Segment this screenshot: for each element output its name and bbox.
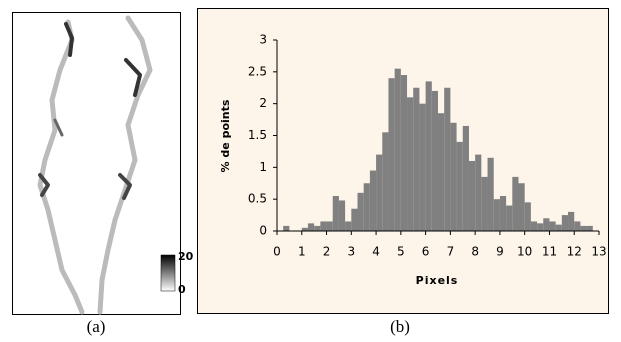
bar (426, 81, 432, 231)
bar (358, 193, 364, 231)
bar (587, 226, 593, 231)
bar (320, 221, 326, 231)
y-tick-label: 3 (259, 33, 267, 47)
bar (475, 155, 481, 231)
bar (333, 196, 339, 231)
x-tick-label: 12 (567, 245, 582, 259)
bar (488, 158, 494, 231)
bar (549, 221, 555, 231)
bar (543, 218, 549, 231)
colorbar-min: 0 (178, 283, 186, 296)
colorbar-max: 20 (178, 250, 194, 263)
bar (463, 126, 469, 231)
y-tick-label: 2 (259, 96, 267, 110)
x-tick-label: 2 (323, 245, 331, 259)
x-tick-label: 7 (447, 245, 455, 259)
bar (438, 113, 444, 231)
bar (283, 226, 289, 231)
bar (413, 88, 419, 231)
bar (525, 202, 531, 231)
bar (562, 215, 568, 231)
x-tick-label: 5 (397, 245, 405, 259)
colorbar (161, 255, 175, 291)
bar (370, 171, 376, 231)
x-tick-label: 3 (347, 245, 355, 259)
bar (580, 226, 586, 231)
bar (314, 226, 320, 231)
bar (531, 221, 537, 231)
bar (432, 91, 438, 231)
bar (506, 206, 512, 231)
y-tick-label: 2.5 (248, 64, 267, 78)
panel-a-frame (13, 13, 181, 315)
x-axis-label: Pixels (416, 274, 459, 287)
page: 20 0 (a) (b) Pixels % de points 00.511.5… (0, 0, 621, 342)
bar (568, 212, 574, 231)
x-tick-label: 4 (372, 245, 380, 259)
bar (519, 183, 525, 231)
bar (345, 221, 351, 231)
bar (469, 161, 475, 231)
bar (419, 104, 425, 231)
bar (401, 75, 407, 231)
x-tick-label: 13 (591, 245, 606, 259)
bar (574, 221, 580, 231)
x-tick-label: 10 (517, 245, 532, 259)
bar (376, 155, 382, 231)
bar (407, 97, 413, 231)
bar (512, 177, 518, 231)
bar (537, 223, 543, 231)
caption-a: (a) (87, 317, 106, 336)
bar (388, 78, 394, 231)
bar (339, 200, 345, 231)
bar (500, 196, 506, 231)
x-tick-label: 6 (422, 245, 430, 259)
bar (444, 88, 450, 231)
x-tick-label: 1 (298, 245, 306, 259)
bar (556, 225, 562, 231)
x-tick-label: 8 (471, 245, 479, 259)
y-tick-label: 1 (259, 160, 267, 174)
y-tick-label: 1.5 (248, 128, 267, 142)
x-tick-label: 0 (273, 245, 281, 259)
bar (481, 177, 487, 231)
y-tick-label: 0.5 (248, 192, 267, 206)
bar (327, 221, 333, 231)
bar (450, 123, 456, 231)
y-tick-label: 0 (259, 224, 267, 238)
caption-b: (b) (390, 317, 410, 336)
x-tick-label: 9 (496, 245, 504, 259)
bar (457, 142, 463, 231)
bar (494, 199, 500, 231)
bar (395, 69, 401, 231)
bar (351, 209, 357, 231)
y-axis-label: % de points (219, 99, 232, 172)
bar (364, 183, 370, 231)
bar (308, 223, 314, 231)
bar (382, 132, 388, 231)
x-tick-label: 11 (542, 245, 557, 259)
figure: 20 0 (a) (b) Pixels % de points 00.511.5… (0, 0, 621, 342)
